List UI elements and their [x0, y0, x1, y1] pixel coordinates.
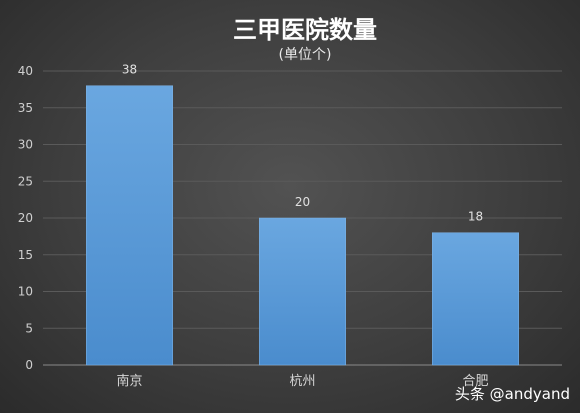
- data-label: 38: [122, 63, 137, 77]
- y-axis: 0 5 10 15 20 25 30 35 40: [18, 64, 33, 372]
- data-label: 18: [468, 210, 483, 224]
- y-tick-label: 25: [18, 174, 33, 188]
- data-label: 20: [295, 195, 310, 209]
- y-tick-label: 15: [18, 248, 33, 262]
- x-tick-label: 杭州: [289, 374, 315, 389]
- chart-subtitle: (单位个): [279, 47, 332, 63]
- chart-title: 三甲医院数量: [233, 16, 377, 44]
- watermark: 头条 @andyand: [455, 385, 570, 403]
- y-tick-label: 20: [18, 211, 33, 225]
- y-tick-label: 40: [18, 64, 33, 78]
- bars: 38 20 18: [86, 63, 519, 366]
- y-tick-label: 10: [18, 285, 33, 299]
- y-tick-label: 0: [25, 358, 33, 372]
- y-tick-label: 35: [18, 101, 33, 115]
- y-tick-label: 30: [18, 138, 33, 152]
- x-axis: 南京 杭州 合肥: [116, 373, 488, 389]
- y-tick-label: 5: [25, 321, 33, 335]
- x-tick-label: 南京: [116, 373, 142, 389]
- x-tick-label: 合肥: [462, 374, 488, 389]
- bar: [432, 232, 519, 366]
- bar: [86, 85, 173, 366]
- bar: [259, 217, 346, 366]
